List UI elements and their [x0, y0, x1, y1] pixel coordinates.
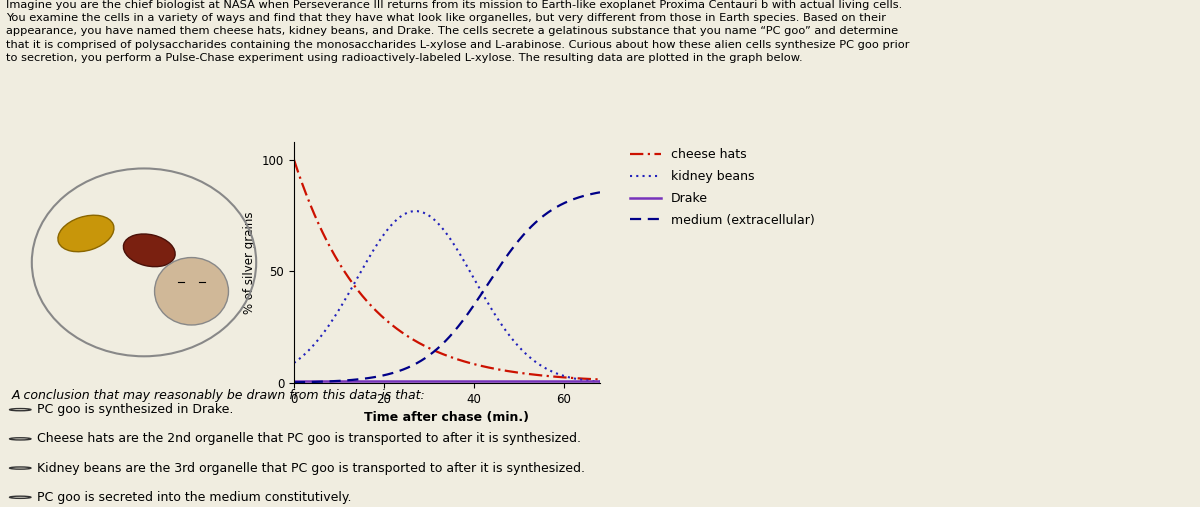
Ellipse shape: [124, 234, 175, 267]
Text: A conclusion that may reasonably be drawn from this data is that:: A conclusion that may reasonably be draw…: [12, 389, 426, 402]
Text: PC goo is synthesized in Drake.: PC goo is synthesized in Drake.: [37, 403, 233, 416]
Text: Cheese hats are the 2nd organelle that PC goo is transported to after it is synt: Cheese hats are the 2nd organelle that P…: [37, 432, 581, 445]
Ellipse shape: [58, 215, 114, 251]
Text: Imagine you are the chief biologist at NASA when Perseverance III returns from i: Imagine you are the chief biologist at N…: [6, 0, 910, 63]
X-axis label: Time after chase (min.): Time after chase (min.): [365, 411, 529, 424]
Circle shape: [155, 258, 228, 325]
Text: PC goo is secreted into the medium constitutively.: PC goo is secreted into the medium const…: [37, 491, 352, 504]
Text: Kidney beans are the 3rd organelle that PC goo is transported to after it is syn: Kidney beans are the 3rd organelle that …: [37, 461, 584, 475]
Legend: cheese hats, kidney beans, Drake, medium (extracellular): cheese hats, kidney beans, Drake, medium…: [625, 143, 820, 232]
Y-axis label: % of silver grains: % of silver grains: [244, 211, 257, 314]
